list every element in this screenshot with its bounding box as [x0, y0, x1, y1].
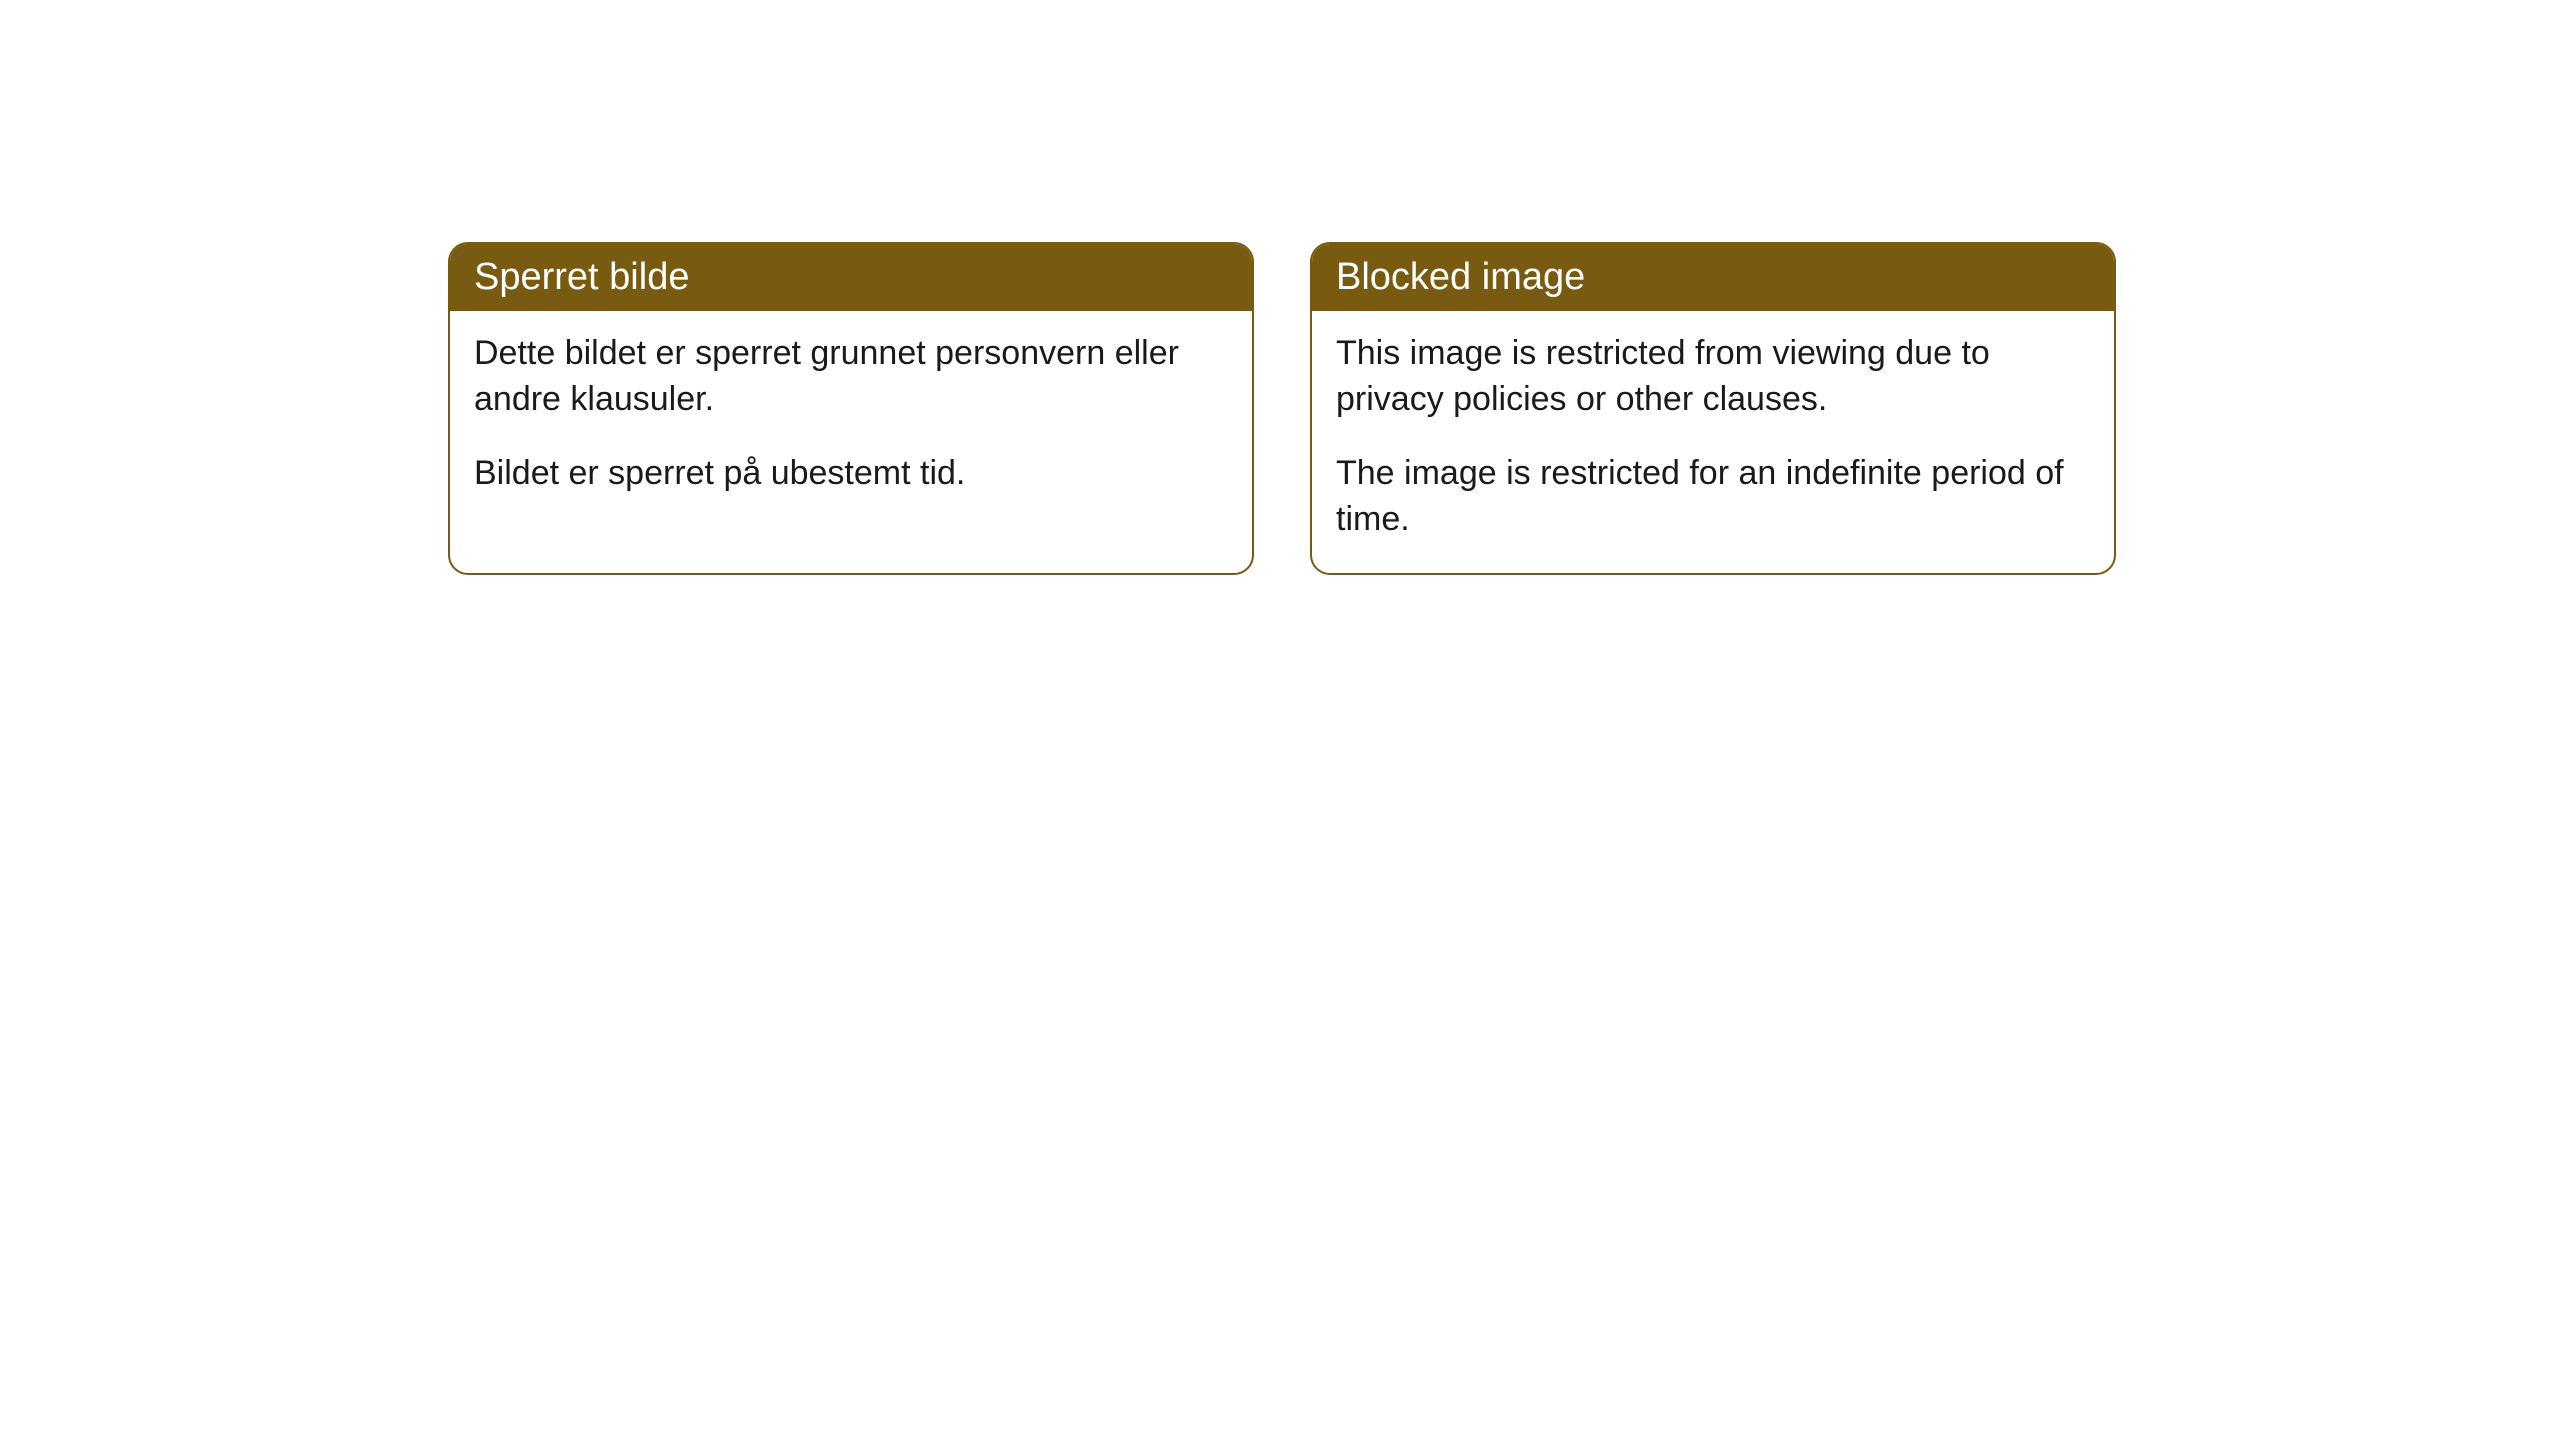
card-body: Dette bildet er sperret grunnet personve… [450, 311, 1252, 527]
notice-text-2: Bildet er sperret på ubestemt tid. [474, 451, 1228, 497]
card-body: This image is restricted from viewing du… [1312, 311, 2114, 573]
notice-card-norwegian: Sperret bilde Dette bildet er sperret gr… [448, 242, 1254, 575]
notice-text-2: The image is restricted for an indefinit… [1336, 451, 2090, 543]
notice-text-1: This image is restricted from viewing du… [1336, 331, 2090, 423]
card-header: Sperret bilde [450, 244, 1252, 311]
notice-cards-container: Sperret bilde Dette bildet er sperret gr… [448, 242, 2116, 575]
notice-card-english: Blocked image This image is restricted f… [1310, 242, 2116, 575]
card-header: Blocked image [1312, 244, 2114, 311]
notice-text-1: Dette bildet er sperret grunnet personve… [474, 331, 1228, 423]
